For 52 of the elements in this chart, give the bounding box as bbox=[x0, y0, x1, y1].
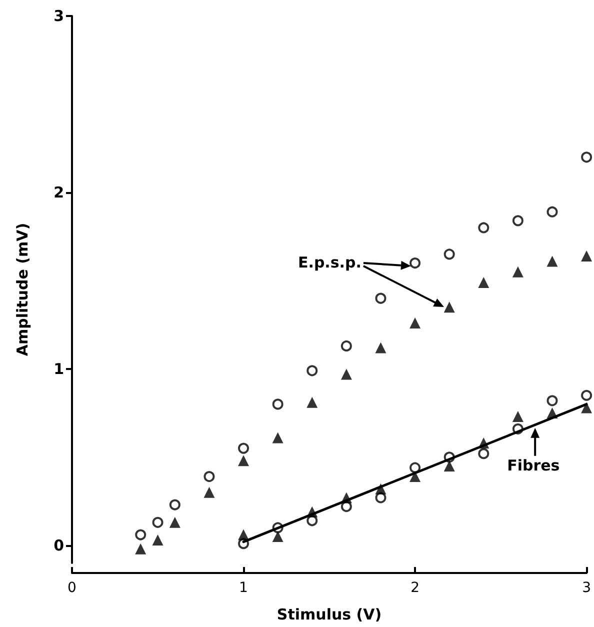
x-tick-label: 3 bbox=[582, 580, 592, 596]
point bbox=[581, 152, 592, 163]
x-axis-title: Stimulus (V) bbox=[276, 606, 382, 624]
point bbox=[238, 529, 250, 540]
point bbox=[410, 318, 421, 329]
point bbox=[272, 531, 284, 542]
point bbox=[340, 340, 352, 352]
y-tick-label: 0 bbox=[54, 536, 64, 554]
x-tick-label: 0 bbox=[68, 580, 76, 596]
point bbox=[204, 486, 215, 498]
point bbox=[546, 256, 558, 267]
point bbox=[581, 250, 592, 262]
point bbox=[546, 206, 558, 218]
point bbox=[306, 396, 318, 408]
point bbox=[478, 276, 490, 288]
point bbox=[410, 462, 421, 474]
point bbox=[444, 248, 455, 260]
point bbox=[152, 534, 164, 546]
point bbox=[152, 516, 164, 528]
point bbox=[512, 411, 524, 422]
point bbox=[444, 460, 455, 472]
point bbox=[512, 266, 524, 278]
point bbox=[375, 292, 386, 304]
point bbox=[204, 471, 215, 482]
point bbox=[238, 455, 250, 466]
point bbox=[340, 501, 352, 512]
x-tick-label: 2 bbox=[410, 580, 420, 596]
point bbox=[478, 448, 490, 460]
point bbox=[238, 442, 250, 454]
point bbox=[169, 516, 180, 528]
point bbox=[375, 342, 386, 354]
y-tick-label: 1 bbox=[54, 360, 64, 378]
point bbox=[135, 529, 146, 540]
point bbox=[306, 365, 318, 376]
point bbox=[410, 258, 421, 269]
annotation: E.p.s.p. bbox=[298, 254, 362, 272]
point bbox=[478, 222, 490, 234]
point bbox=[512, 215, 524, 226]
point bbox=[581, 390, 592, 401]
point bbox=[444, 302, 455, 313]
point bbox=[135, 543, 146, 554]
annotation: Fibres bbox=[507, 456, 560, 474]
point bbox=[410, 471, 421, 482]
point bbox=[546, 395, 558, 406]
point bbox=[169, 499, 180, 510]
y-tick-label: 3 bbox=[54, 7, 64, 25]
y-tick-label: 2 bbox=[54, 183, 64, 202]
y-axis-title: Amplitude (mV) bbox=[14, 222, 32, 356]
point bbox=[340, 368, 352, 380]
x-tick-label: 1 bbox=[239, 580, 248, 596]
point bbox=[272, 398, 284, 410]
point bbox=[272, 432, 284, 444]
